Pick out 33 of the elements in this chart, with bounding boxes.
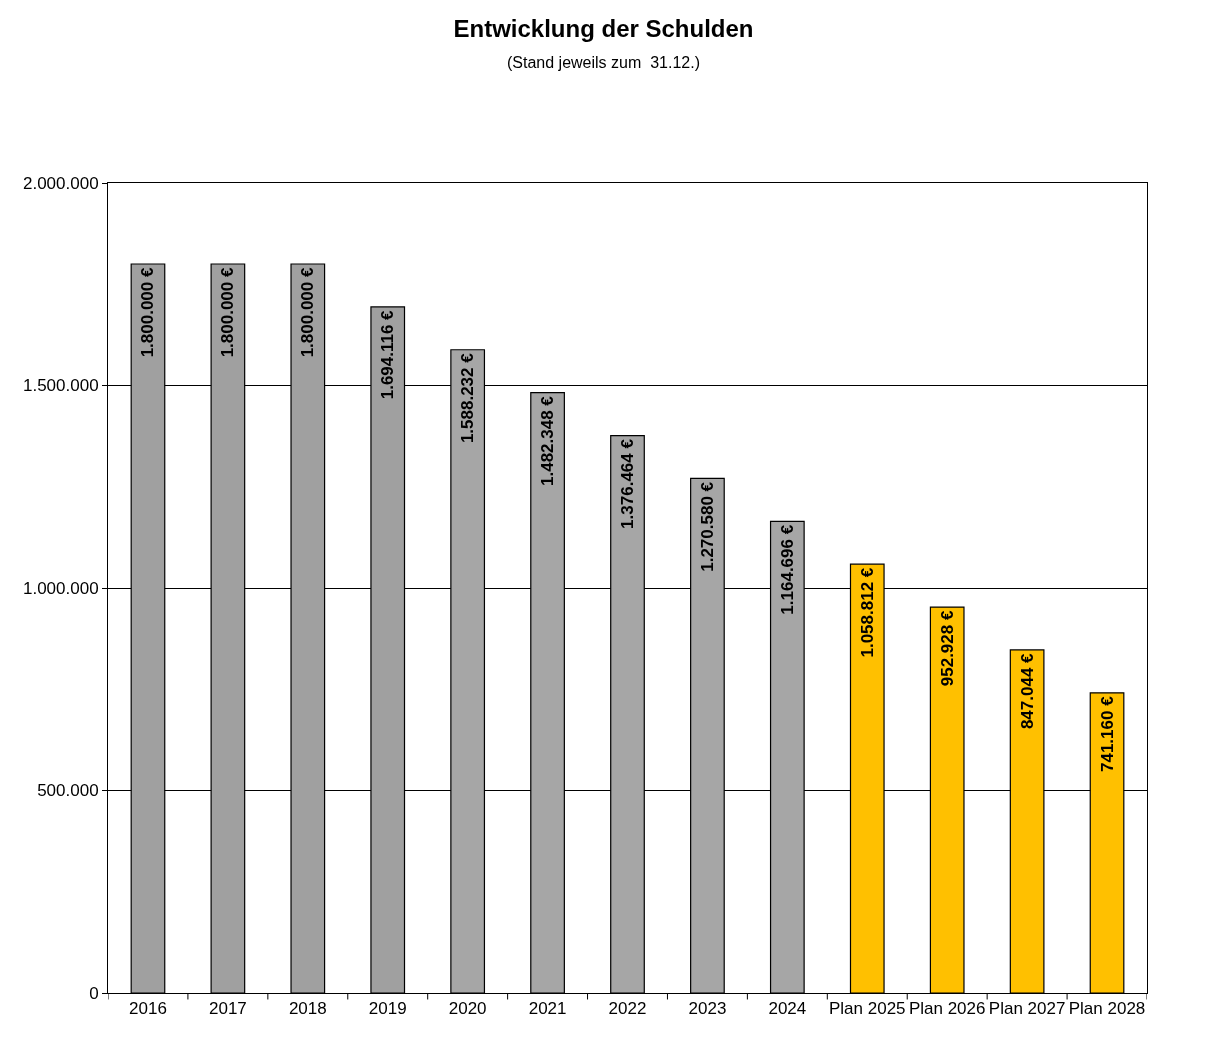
data-label: 847.044 € — [1017, 652, 1037, 730]
chart-subtitle: (Stand jeweils zum 31.12.) — [507, 53, 700, 71]
x-tick-label: 2022 — [608, 999, 647, 1019]
data-label: 1.800.000 € — [218, 267, 238, 358]
y-tick-label: 500.000 — [37, 781, 99, 801]
y-tick-label: 1.500.000 — [22, 376, 99, 396]
y-tick-label: 2.000.000 — [22, 173, 99, 193]
y-tick-label: 1.000.000 — [22, 578, 99, 598]
x-tick-label: Plan 2028 — [1068, 999, 1146, 1019]
x-tick-label: 2016 — [129, 999, 167, 1019]
data-label: 952.928 € — [937, 610, 957, 687]
data-label: 1.800.000 € — [138, 267, 158, 358]
data-label: 1.694.116 € — [378, 309, 398, 400]
x-tick-label: 2021 — [528, 999, 567, 1019]
x-tick-label: Plan 2026 — [908, 999, 986, 1019]
x-tick-label: 2020 — [448, 999, 487, 1019]
chart-title: Entwicklung der Schulden — [453, 14, 754, 42]
data-label: 1.058.812 € — [857, 567, 877, 658]
data-label: 1.376.464 € — [618, 438, 637, 529]
data-label: 1.800.000 € — [298, 267, 318, 358]
x-tick-label: 2018 — [288, 999, 327, 1019]
data-label: 1.270.580 € — [697, 481, 717, 572]
x-tick-label: Plan 2025 — [828, 999, 906, 1019]
x-tick-label: 2017 — [208, 999, 247, 1019]
x-tick-label: 2023 — [688, 999, 727, 1019]
data-label: 1.588.232 € — [458, 352, 478, 444]
data-label: 741.160 € — [1097, 695, 1117, 772]
data-label: 1.482.348 € — [538, 395, 558, 486]
x-tick-label: Plan 2027 — [988, 999, 1066, 1019]
x-tick-label: 2024 — [768, 999, 807, 1019]
data-label: 1.164.696 € — [777, 524, 797, 615]
x-tick-label: 2019 — [368, 999, 407, 1019]
y-tick-label: 0 — [89, 983, 99, 1003]
